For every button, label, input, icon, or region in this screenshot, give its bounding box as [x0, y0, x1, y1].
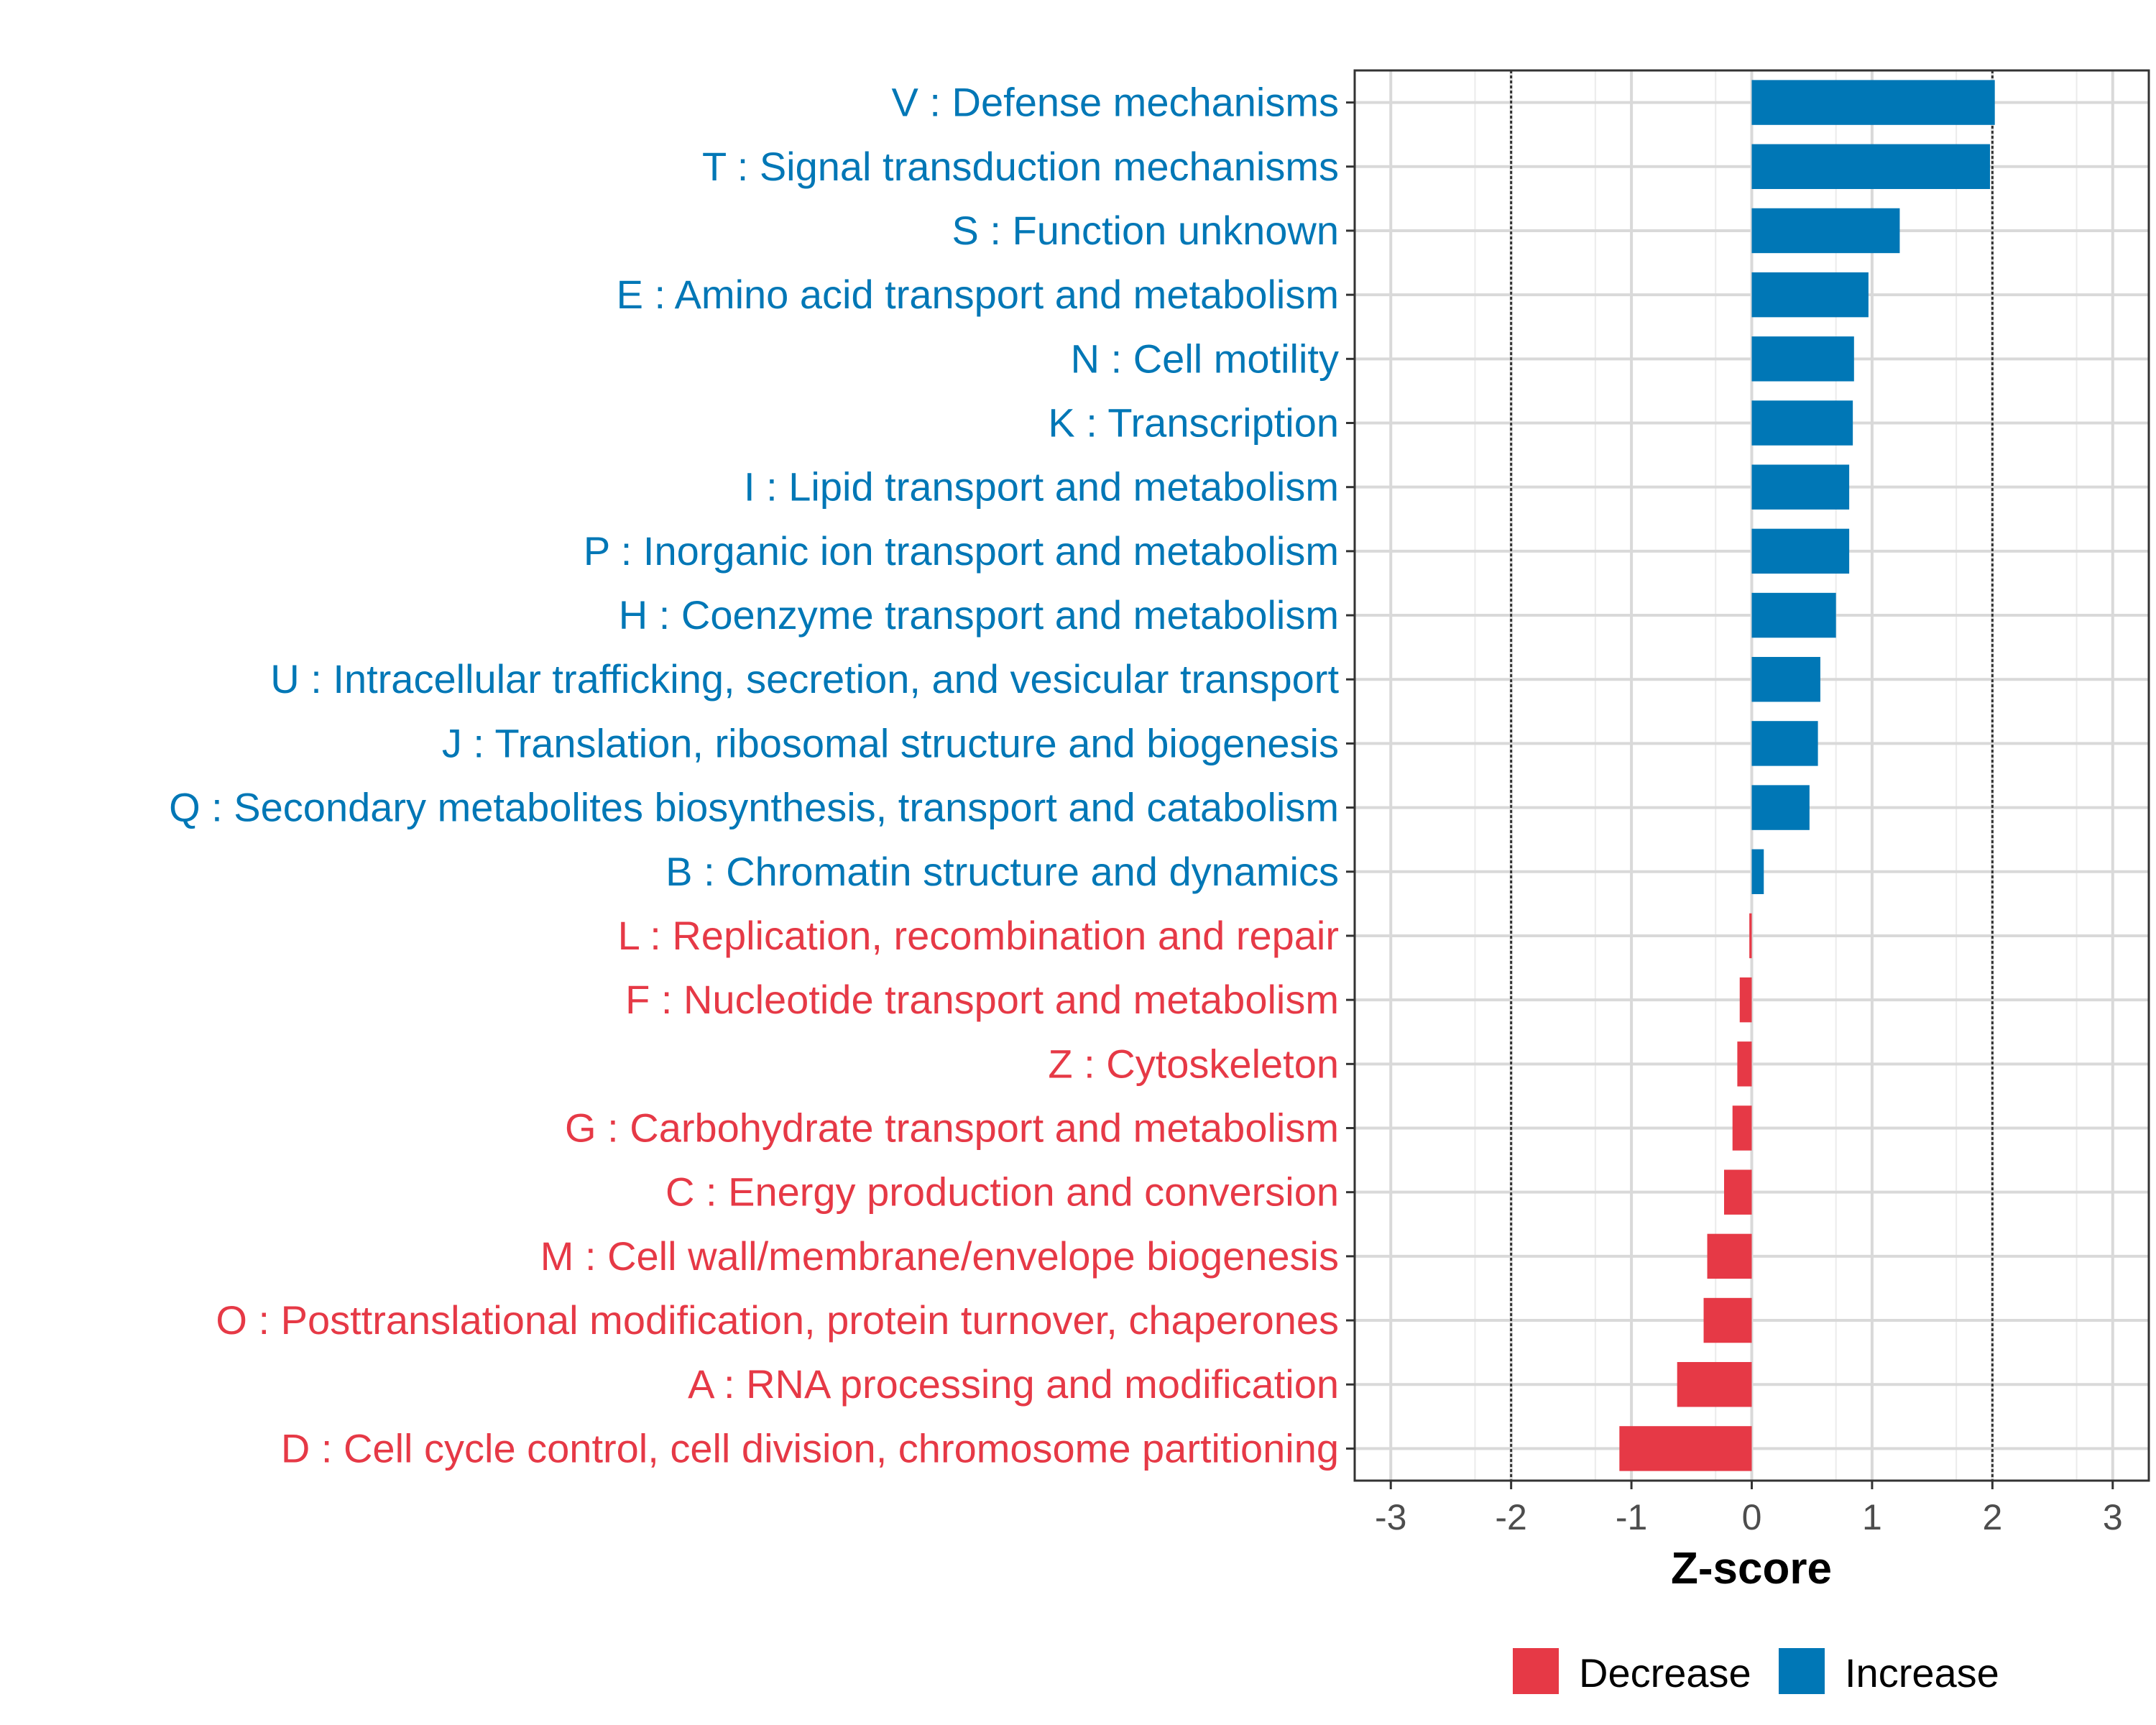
legend-label-decrease: Decrease — [1579, 1650, 1751, 1696]
category-label: P : Inorganic ion transport and metaboli… — [584, 528, 1339, 574]
bar — [1751, 144, 1990, 189]
bar — [1751, 80, 1995, 125]
category-label: C : Energy production and conversion — [665, 1169, 1339, 1215]
bar — [1751, 849, 1764, 894]
category-label: U : Intracellular trafficking, secretion… — [270, 656, 1339, 702]
legend-swatch-decrease — [1513, 1648, 1559, 1694]
x-tick-label: -3 — [1375, 1497, 1406, 1537]
category-label: E : Amino acid transport and metabolism — [617, 272, 1339, 317]
bars — [1619, 80, 1995, 1471]
x-tick-label: 2 — [1982, 1497, 2002, 1537]
category-label: I : Lipid transport and metabolism — [744, 464, 1339, 510]
bar — [1751, 785, 1810, 830]
category-label: D : Cell cycle control, cell division, c… — [281, 1425, 1339, 1471]
category-label: B : Chromatin structure and dynamics — [665, 849, 1339, 894]
category-label: F : Nucleotide transport and metabolism — [625, 977, 1339, 1022]
x-tick-label: 0 — [1742, 1497, 1762, 1537]
bar — [1732, 1105, 1752, 1151]
category-label: J : Translation, ribosomal structure and… — [442, 720, 1339, 765]
bar — [1751, 592, 1836, 638]
x-tick-label: 1 — [1862, 1497, 1882, 1537]
category-label: Q : Secondary metabolites biosynthesis, … — [169, 785, 1339, 830]
reference-lines — [1510, 70, 1994, 1481]
bar — [1751, 721, 1818, 766]
bar — [1703, 1297, 1752, 1343]
y-axis-ticks: V : Defense mechanisms T : Signal transdu… — [169, 80, 1355, 1471]
bar — [1677, 1362, 1752, 1407]
x-axis-ticks: -3 -2 -1 0 1 2 3 — [1375, 1481, 2123, 1537]
category-label: T : Signal transduction mechanisms — [702, 144, 1339, 189]
bar — [1751, 400, 1853, 446]
bar — [1619, 1426, 1752, 1471]
bar — [1739, 977, 1752, 1023]
category-label: H : Coenzyme transport and metabolism — [619, 592, 1339, 638]
bar — [1751, 528, 1850, 574]
bar — [1751, 657, 1820, 702]
x-tick-label: -2 — [1495, 1497, 1526, 1537]
category-label: A : RNA processing and modification — [688, 1361, 1339, 1407]
category-label: G : Carbohydrate transport and metabolis… — [565, 1105, 1339, 1151]
legend-label-increase: Increase — [1845, 1650, 1999, 1696]
x-tick-label: -1 — [1616, 1497, 1647, 1537]
bar — [1751, 208, 1900, 254]
legend: Decrease Increase — [1513, 1648, 1999, 1696]
bar — [1707, 1233, 1752, 1279]
bar — [1749, 913, 1752, 959]
category-label: K : Transcription — [1048, 400, 1339, 446]
bar — [1723, 1169, 1752, 1215]
category-label: S : Function unknown — [952, 208, 1339, 253]
bar — [1751, 336, 1854, 382]
legend-swatch-increase — [1779, 1648, 1825, 1694]
category-label: O : Posttranslational modification, prot… — [216, 1297, 1339, 1343]
category-label: L : Replication, recombination and repai… — [618, 913, 1339, 958]
bar — [1737, 1041, 1752, 1087]
bar — [1751, 272, 1869, 318]
category-label: V : Defense mechanisms — [892, 80, 1339, 125]
category-label: N : Cell motility — [1071, 336, 1339, 381]
category-label: M : Cell wall/membrane/envelope biogenes… — [540, 1233, 1339, 1279]
x-axis-title: Z-score — [1671, 1544, 1832, 1593]
bar — [1751, 464, 1850, 510]
category-label: Z : Cytoskeleton — [1048, 1041, 1339, 1086]
x-tick-label: 3 — [2103, 1497, 2123, 1537]
